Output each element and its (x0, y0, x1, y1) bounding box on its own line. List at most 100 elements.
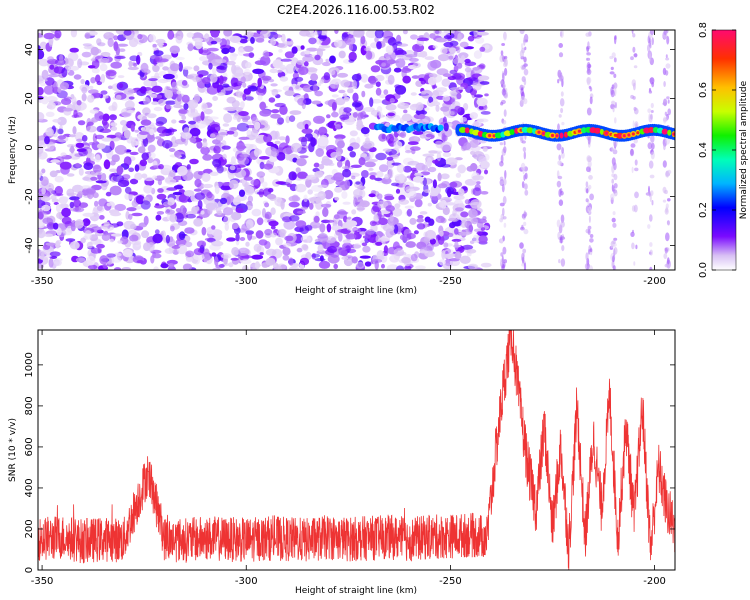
heatmap-cell (194, 178, 202, 188)
heatmap-cell (342, 239, 352, 244)
heatmap-cell (360, 153, 368, 158)
heatmap-cell (47, 102, 56, 110)
heatmap-cell (242, 53, 255, 57)
heatmap-cell (215, 264, 224, 269)
heatmap-cell (143, 79, 155, 87)
heatmap-cell (165, 104, 172, 110)
heatmap-cell (142, 97, 151, 105)
heatmap-cell (164, 89, 173, 99)
heatmap-cell (123, 156, 132, 167)
heatmap-cell (177, 165, 188, 176)
heatmap-cell (221, 47, 230, 55)
heatmap-cell (236, 145, 247, 149)
heatmap-cell (55, 240, 61, 249)
heatmap-band-peak (622, 134, 627, 138)
heatmap-cell (148, 152, 156, 159)
heatmap-cell (305, 251, 312, 260)
heatmap-cell (647, 142, 653, 150)
heatmap-cell (96, 81, 103, 86)
heatmap-cell (560, 91, 564, 97)
heatmap-cell (169, 45, 180, 54)
heatmap-cell (394, 203, 401, 209)
heatmap-cell (73, 74, 82, 80)
heatmap-cell (268, 220, 279, 227)
heatmap-cell (185, 213, 196, 219)
heatmap-cell (208, 62, 213, 70)
heatmap-cell (98, 215, 105, 220)
heatmap-cell (352, 92, 359, 103)
heatmap-cell (386, 156, 394, 161)
heatmap-cell (368, 150, 374, 159)
heatmap-cell (170, 225, 175, 232)
heatmap-cell (610, 241, 614, 249)
heatmap-cell (441, 78, 451, 87)
heatmap-cell (381, 30, 394, 39)
heatmap-cell (255, 137, 266, 144)
heatmap-cell (106, 253, 116, 258)
heatmap-cell (586, 77, 591, 86)
heatmap-cell (189, 137, 197, 143)
heatmap-cell (318, 163, 325, 170)
heatmap-cell (123, 129, 131, 139)
heatmap-cell (413, 136, 419, 140)
heatmap-cell (313, 215, 320, 223)
heatmap-cell (59, 161, 72, 170)
heatmap-cell (501, 54, 504, 60)
heatmap-cell (73, 206, 85, 213)
heatmap-cell (152, 253, 162, 259)
heatmap-cell (353, 188, 363, 198)
heatmap-cell (251, 208, 262, 217)
heatmap-cell (359, 255, 371, 259)
heatmap-cell (587, 229, 591, 236)
heatmap-cell (84, 32, 91, 39)
heatmap-cell (666, 35, 670, 45)
heatmap-cell (387, 37, 397, 46)
heatmap-band-core (599, 128, 604, 135)
heatmap-cell (502, 246, 507, 255)
colorbar-tick-label: 0.6 (698, 82, 709, 98)
heatmap-cell (101, 173, 107, 181)
heatmap-cell (124, 194, 136, 200)
heatmap-cell (311, 100, 322, 105)
heatmap-x-tick-label: -300 (235, 276, 258, 287)
heatmap-cell (304, 50, 311, 55)
heatmap-cell (520, 226, 525, 231)
heatmap-cell (67, 65, 80, 71)
heatmap-cell (102, 223, 115, 232)
heatmap-cell (368, 167, 374, 171)
heatmap-cell (611, 217, 616, 223)
heatmap-cell (318, 260, 331, 269)
heatmap-cell (430, 101, 441, 107)
heatmap-cell (289, 110, 302, 115)
heatmap-cell (438, 201, 445, 208)
heatmap-cell (473, 50, 482, 59)
heatmap-cell (586, 52, 591, 56)
heatmap-cell (94, 154, 101, 163)
heatmap-cell (479, 81, 490, 85)
heatmap-cell (391, 182, 400, 187)
heatmap-cell (296, 158, 307, 167)
heatmap-cell (436, 152, 442, 162)
heatmap-cell (83, 45, 95, 50)
heatmap-cell (308, 37, 317, 45)
heatmap-cell (664, 189, 668, 195)
heatmap-cell (159, 133, 166, 137)
heatmap-cell (94, 134, 105, 140)
heatmap-cell (311, 253, 316, 260)
heatmap-cell (128, 229, 137, 235)
heatmap-cell (192, 77, 202, 83)
heatmap-cell (72, 184, 84, 193)
heatmap-cell (254, 261, 260, 270)
heatmap-cell (87, 94, 95, 103)
heatmap-cell (504, 67, 508, 76)
heatmap-cell (222, 153, 227, 160)
heatmap-cell (203, 248, 210, 259)
snr-y-tick-label: 200 (24, 519, 35, 538)
heatmap-cell (111, 126, 118, 131)
heatmap-cell (163, 73, 175, 80)
heatmap-cell (83, 162, 94, 170)
heatmap-cell (454, 251, 462, 260)
heatmap-cell (440, 164, 451, 168)
heatmap-cell (586, 166, 591, 173)
heatmap-cell (75, 257, 86, 263)
